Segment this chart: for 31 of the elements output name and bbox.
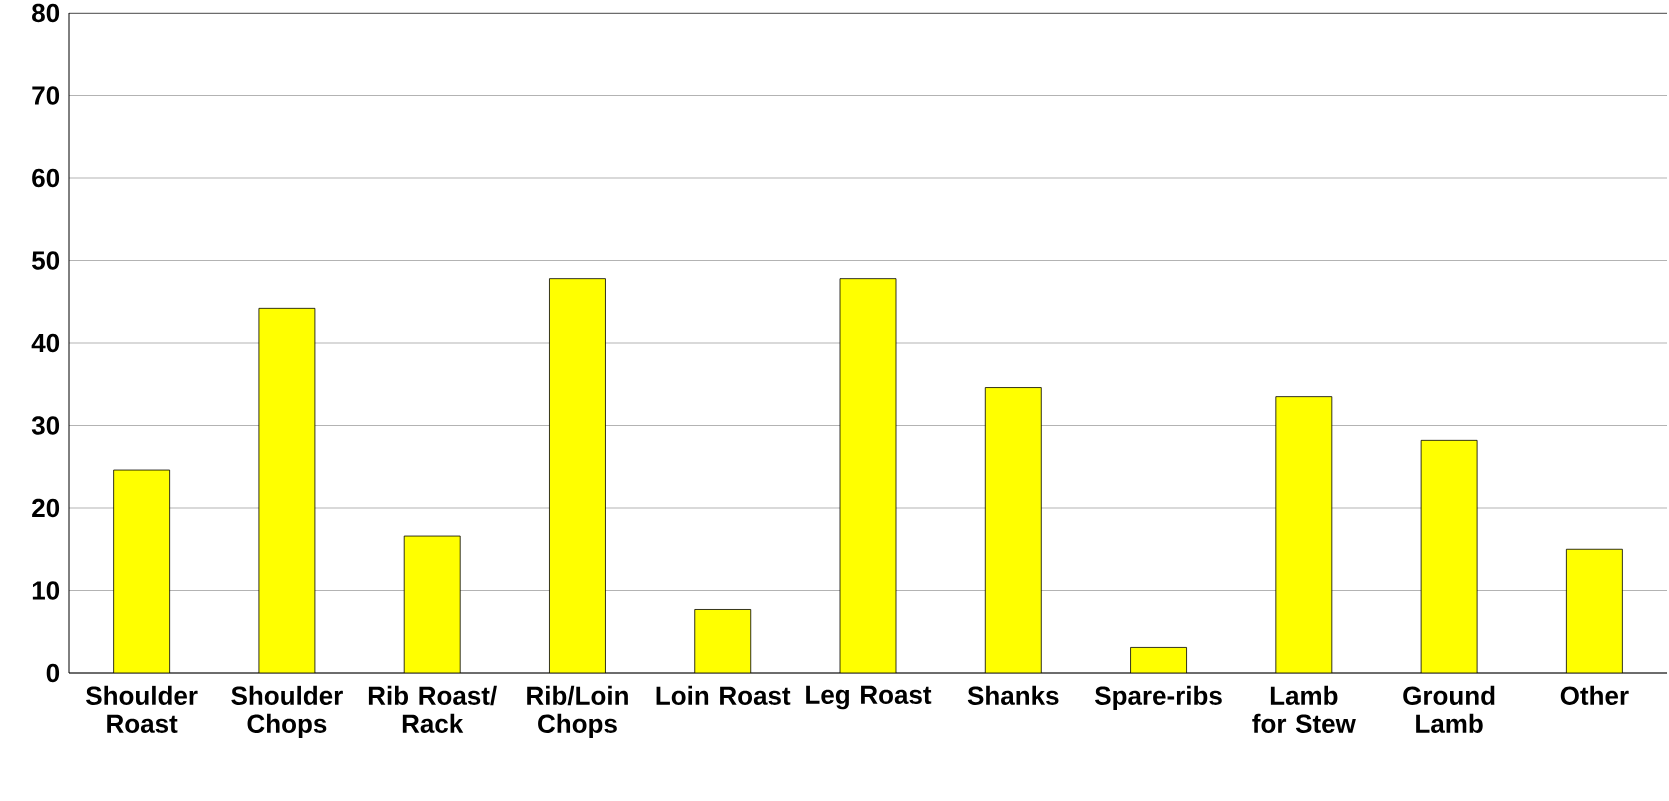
bar [258,308,315,673]
x-tick-label: Ground Lamb [1403,685,1495,733]
bar [1421,440,1478,673]
bar [404,536,461,673]
bar [840,278,897,673]
y-tick-label: 10 [32,581,60,600]
y-tick-label: 40 [31,333,60,353]
x-tick-label: Shanks [967,685,1059,705]
y-tick-label: 80 [32,3,60,23]
x-tick-label: Spare-ribs [1095,685,1222,711]
bar [694,609,751,673]
x-tick-label: Leg Roast [806,685,932,710]
bar [1565,548,1623,673]
y-tick-label: 70 [32,86,60,105]
x-tick-label: Loin Roast [656,685,791,705]
bar [1130,647,1187,673]
y-tick-label: 30 [31,416,60,435]
y-tick-label: 0 [46,663,60,683]
y-tick-label: 50 [32,251,60,270]
x-tick-label: Rib Roast/ Rack [368,685,497,733]
bar [113,470,170,673]
y-tick-label: 20 [32,498,60,518]
x-tick-label: Lamb for Stew [1252,685,1356,733]
x-tick-label: Other [1560,685,1629,705]
bar [985,387,1042,673]
y-tick-label: 60 [32,168,60,188]
x-tick-label: Shoulder Chops [231,685,343,739]
bar [549,278,606,673]
bar [1275,396,1332,673]
x-tick-label: Rib/Loin Chops [527,685,628,739]
x-tick-label: Shoulder Roast [86,685,198,733]
